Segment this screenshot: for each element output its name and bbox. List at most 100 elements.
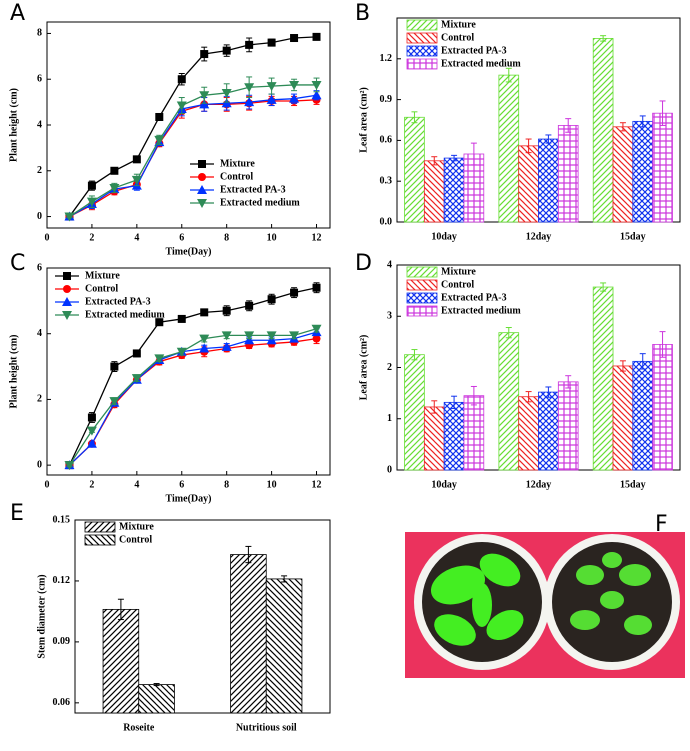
marker — [177, 314, 186, 323]
photo-panel: F — [405, 512, 685, 678]
legend-swatch — [84, 521, 116, 533]
legend-label: Mixture — [220, 158, 255, 169]
legend-label: Extracted medium — [441, 58, 521, 69]
y-axis-label: Plant height (cm) — [8, 88, 19, 162]
x-tick-label: 10 — [267, 479, 277, 490]
y-tick-label: 0.0 — [380, 216, 393, 227]
x-tick-label: 10day — [431, 231, 457, 242]
marker — [177, 75, 186, 84]
y-tick-label: 6 — [37, 74, 42, 85]
marker — [154, 354, 165, 364]
marker — [176, 347, 187, 357]
bar — [423, 406, 445, 471]
error-bar — [281, 575, 288, 583]
legend-label: Mixture — [119, 521, 154, 532]
legend-label: Mixture — [441, 266, 476, 277]
panel-letter: B — [355, 1, 370, 26]
error-bar — [600, 35, 607, 42]
error-bar — [659, 100, 666, 126]
marker — [266, 331, 277, 341]
marker — [132, 155, 141, 164]
marker — [312, 334, 321, 343]
bar — [498, 332, 520, 471]
marker — [131, 374, 142, 384]
y-tick-label: 3 — [387, 311, 392, 322]
marker — [86, 438, 97, 448]
marker — [199, 91, 210, 101]
legend-label: Extracted medium — [220, 197, 300, 208]
x-tick-label: 15day — [620, 479, 646, 490]
error-bar — [525, 391, 532, 403]
legend-label: Extracted PA-3 — [85, 296, 151, 307]
error-bar — [451, 154, 458, 162]
bar — [518, 396, 539, 471]
marker — [311, 90, 322, 100]
x-tick-label: 12day — [526, 479, 552, 490]
x-axis-label: Time(Day) — [166, 493, 212, 504]
marker — [311, 324, 322, 334]
error-bar — [451, 395, 458, 409]
marker — [131, 175, 142, 185]
plot-frame — [74, 519, 331, 714]
error-bar — [619, 122, 626, 132]
chart-panel: D 0 1 2 3 4 Leaf area (cm²) 10day 12day 15day Mixt… — [355, 251, 681, 490]
marker — [154, 135, 165, 145]
marker — [312, 32, 321, 41]
legend-swatch — [406, 58, 438, 70]
bar — [652, 112, 673, 223]
legend-label: Control — [441, 32, 474, 43]
panel-letter: D — [355, 251, 372, 276]
bar — [592, 38, 614, 223]
panel-letter: E — [10, 501, 24, 526]
error-bar — [639, 353, 646, 370]
bar — [592, 286, 614, 471]
marker — [312, 283, 321, 292]
y-tick-label: 0.15 — [53, 514, 71, 525]
y-tick-label: 2 — [387, 362, 392, 373]
x-tick-label: 8 — [224, 232, 229, 243]
marker — [266, 94, 277, 104]
y-tick-label: 8 — [37, 28, 42, 39]
legend-label: Control — [85, 283, 118, 294]
legend-label: Extracted PA-3 — [220, 184, 286, 195]
error-bar — [245, 545, 252, 564]
error-bar — [565, 375, 572, 389]
y-axis-label: Leaf area (cm²) — [358, 335, 369, 401]
error-bar — [639, 115, 646, 128]
marker — [221, 341, 232, 351]
marker — [290, 288, 299, 297]
marker — [64, 461, 75, 471]
marker — [245, 40, 254, 49]
error-bar — [505, 327, 512, 339]
marker — [155, 112, 164, 121]
marker — [245, 301, 254, 310]
marker — [221, 331, 232, 341]
legend-label: Extracted medium — [441, 305, 521, 316]
x-axis-label: Time(Day) — [166, 246, 212, 257]
marker — [109, 397, 120, 407]
x-tick-label: Roseite — [123, 722, 155, 733]
series-line — [68, 328, 317, 466]
legend-label: Mixture — [441, 19, 476, 30]
y-tick-label: 2 — [37, 165, 42, 176]
x-tick-label: 6 — [179, 479, 184, 490]
chart-panel: C 0 2 4 6 Plant height (cm) 0 2 4 6 8 10 12 Time(Day)… — [8, 251, 331, 504]
marker — [311, 80, 322, 90]
y-tick-label: 0.3 — [380, 175, 393, 186]
bar — [612, 126, 634, 223]
marker — [132, 349, 141, 358]
panel-letter: F — [655, 512, 668, 537]
marker — [266, 82, 277, 92]
error-bar — [117, 598, 124, 621]
error-bar — [600, 282, 607, 292]
marker — [86, 426, 97, 436]
plant — [570, 552, 652, 635]
bar — [443, 401, 465, 471]
y-tick-label: 0.12 — [53, 575, 71, 586]
bar — [538, 391, 559, 471]
bar — [138, 684, 175, 714]
marker — [200, 50, 209, 59]
bar — [443, 157, 465, 223]
error-bar — [411, 111, 418, 124]
marker — [289, 80, 300, 90]
